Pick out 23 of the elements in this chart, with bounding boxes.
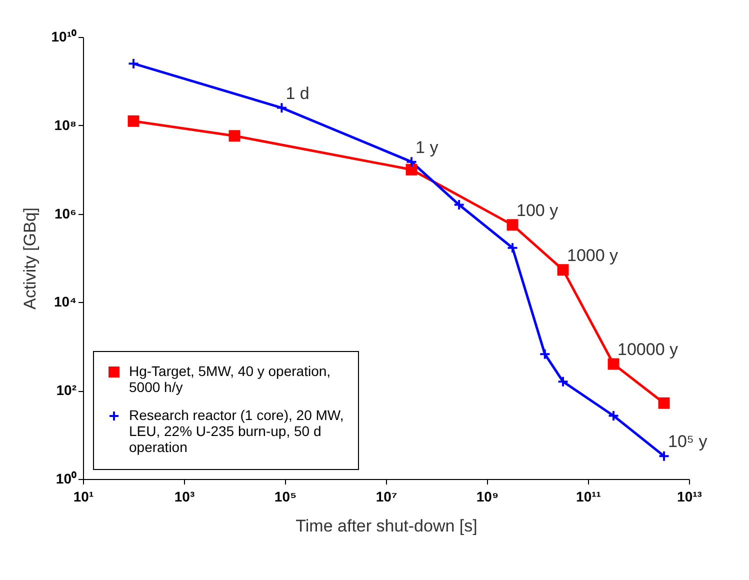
y-tick-label: 10⁸: [54, 116, 76, 133]
annotation: 1 y: [416, 138, 439, 157]
x-tick-label: 10⁹: [476, 488, 499, 504]
x-tick-label: 10¹³: [677, 488, 702, 504]
x-tick-label: 10¹: [73, 488, 94, 504]
y-tick-label: 10⁶: [54, 205, 76, 222]
x-axis-title: Time after shut-down [s]: [296, 516, 478, 536]
x-tick-label: 10⁵: [274, 488, 297, 504]
annotation: 1 d: [286, 84, 310, 103]
y-axis-title: Activity [GBq]: [20, 207, 40, 310]
annotation: 10⁵ y: [668, 432, 708, 452]
y-tick-label: 10²: [56, 382, 77, 398]
y-tick-label: 10¹⁰: [51, 28, 76, 44]
y-tick-label: 10⁴: [54, 294, 77, 310]
x-tick-label: 10⁷: [376, 488, 398, 504]
legend-label: Research reactor (1 core), 20 MW, LEU, 22% U-235 burn-up, 50 d operation: [129, 407, 344, 455]
annotation: 1000 y: [567, 246, 619, 265]
annotation: 10000 y: [618, 340, 679, 359]
y-tick-label: 10⁰: [56, 470, 76, 486]
legend-label: Hg-Target, 5MW, 40 y operation, 5000 h/y: [129, 363, 331, 395]
annotation: 100 y: [516, 200, 559, 220]
x-tick-label: 10³: [174, 488, 195, 504]
x-tick-label: 10¹¹: [576, 488, 602, 504]
